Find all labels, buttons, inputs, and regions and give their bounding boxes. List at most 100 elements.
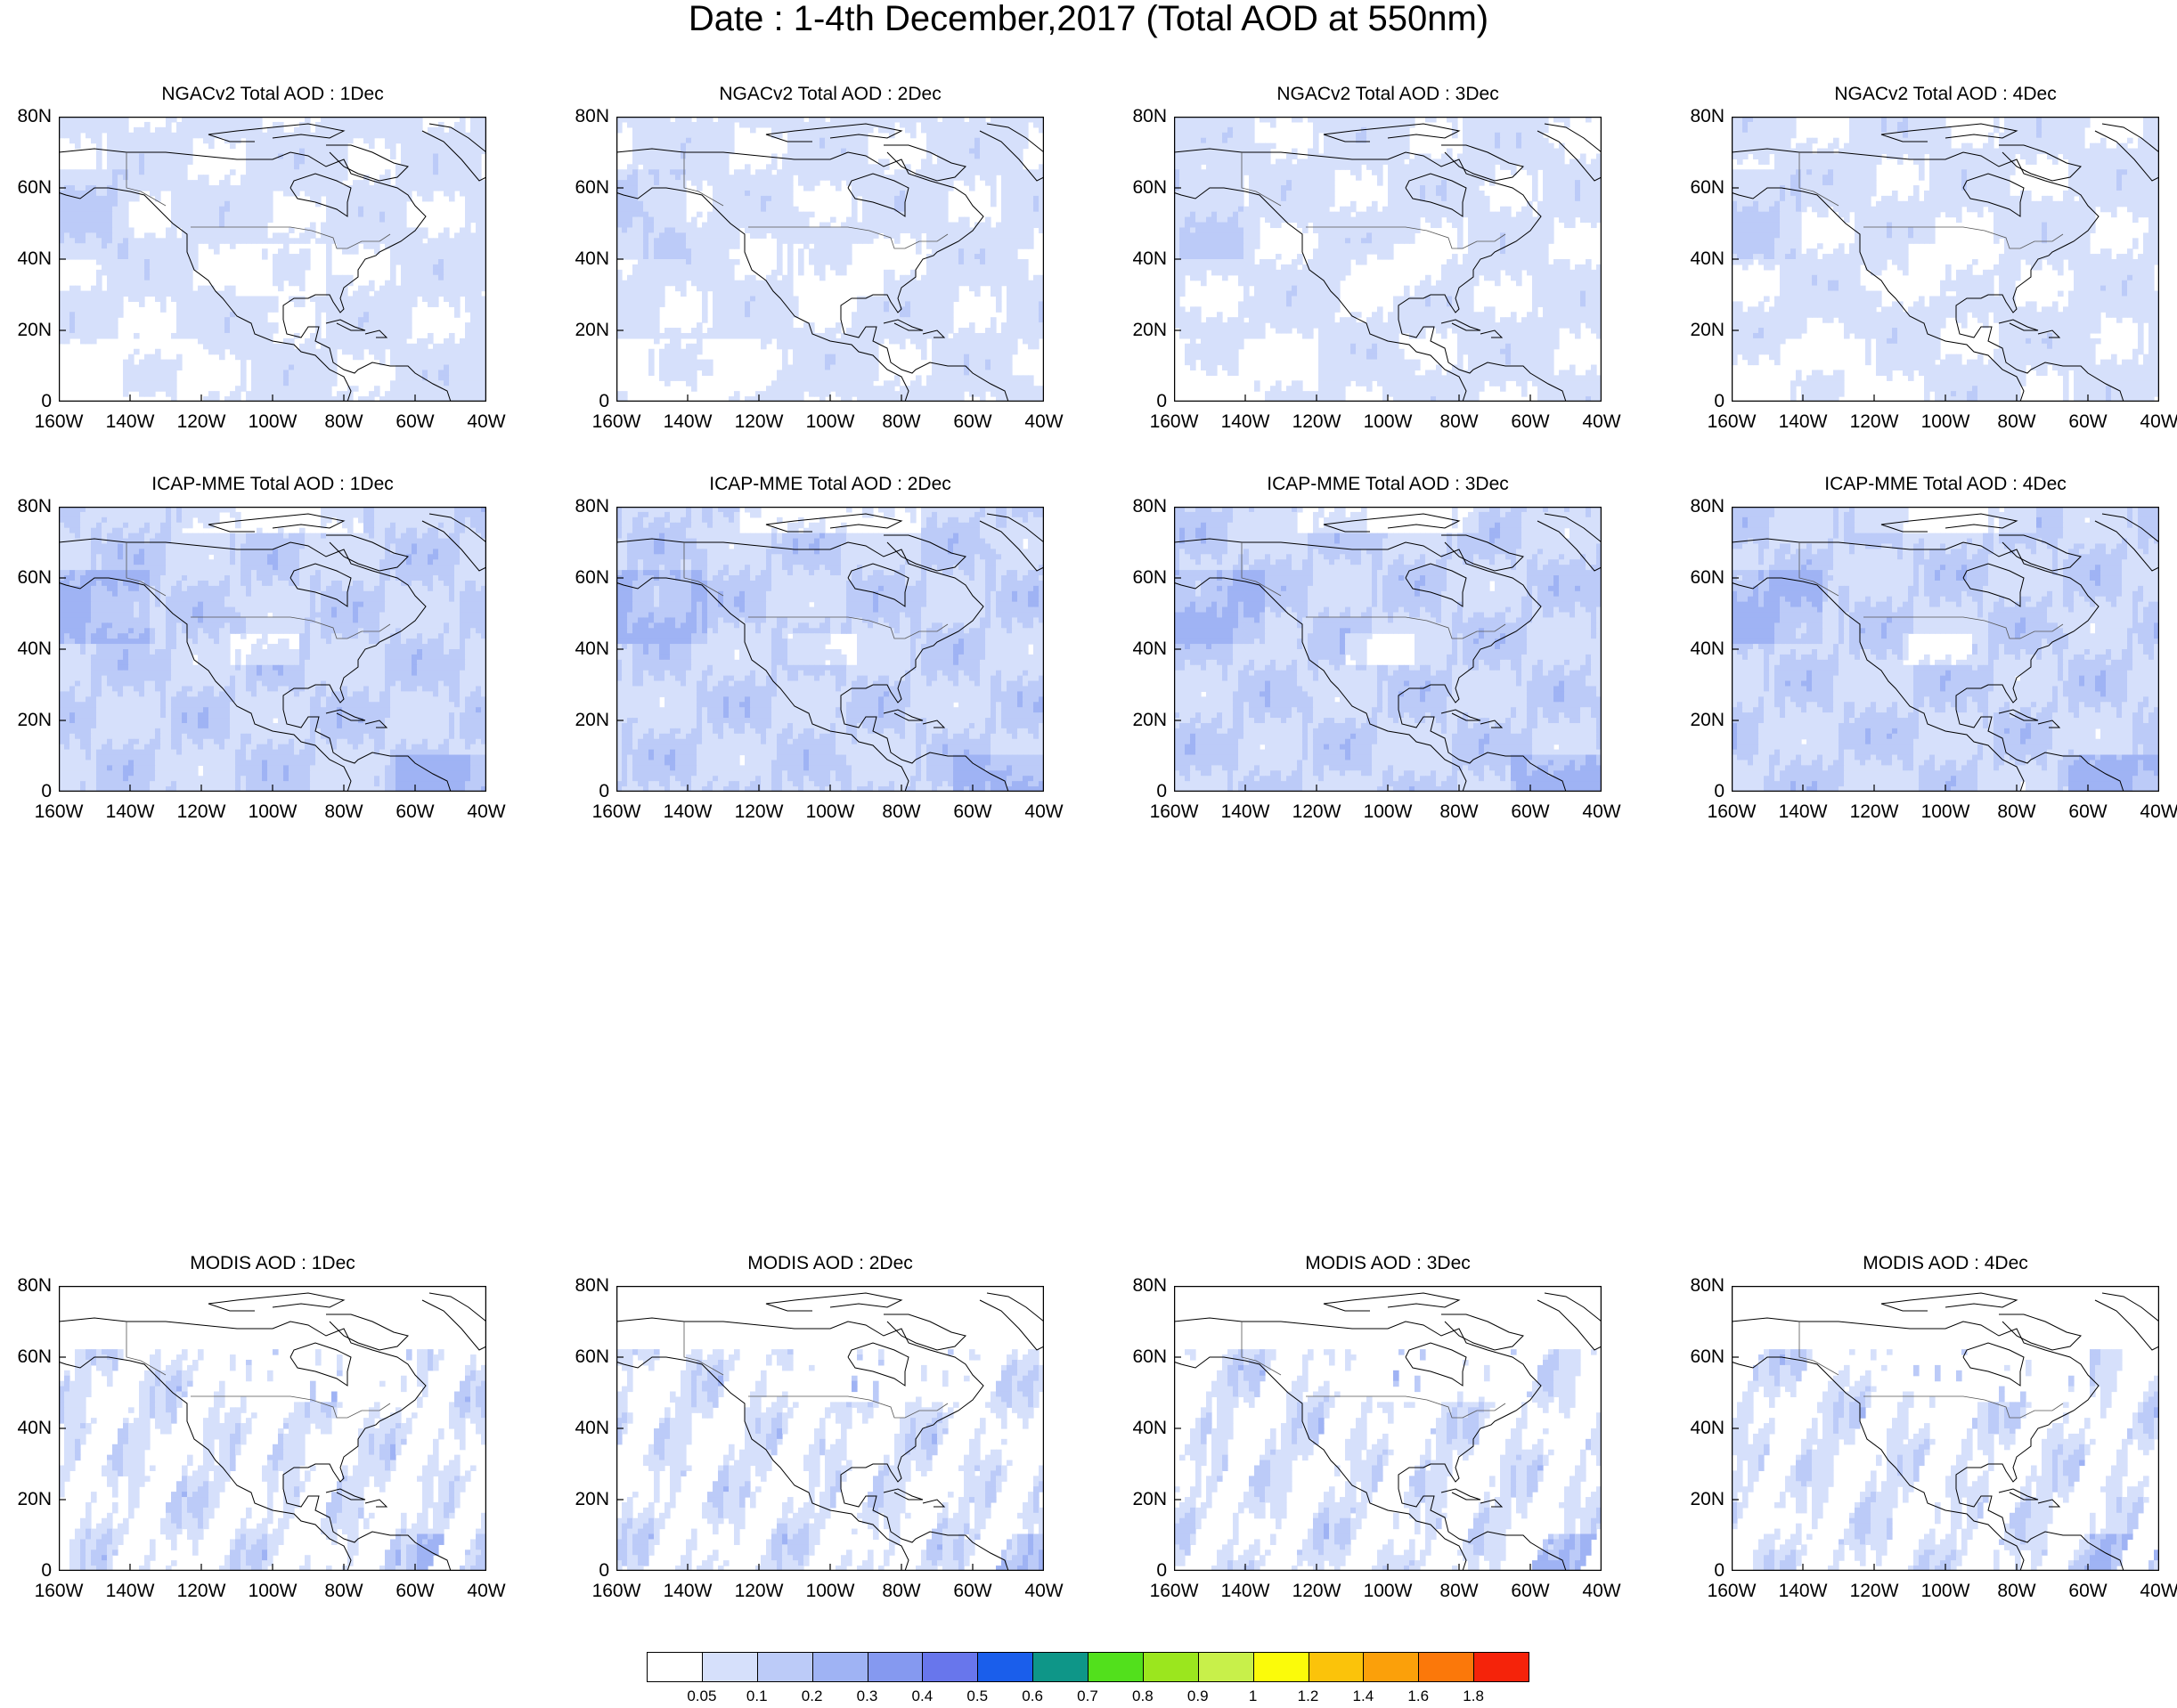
lat-tick-label: 20N [7,321,52,340]
lon-tick-label: 60W [384,412,446,432]
lon-tick-label: 140W [1214,412,1276,432]
panel-title: MODIS AOD : 1Dec [23,1253,522,1274]
figure-title: Date : 1-4th December,2017 (Total AOD at… [0,0,2177,45]
lon-tick-label: 60W [942,1582,1004,1601]
aod-field [59,507,486,792]
map-panel [59,117,486,402]
lon-tick-label: 160W [1143,1582,1205,1601]
lon-tick-label: 160W [585,412,648,432]
lat-tick-label: 60N [7,568,52,588]
aod-map [1732,117,2159,402]
aod-map [616,1286,1044,1571]
lon-tick-label: 60W [1499,412,1561,432]
lat-tick-label: 80N [1122,1276,1167,1296]
lon-tick-label: 80W [1985,412,2048,432]
lat-tick-label: 0 [565,1561,609,1581]
lon-tick-label: 80W [1428,1582,1490,1601]
lon-tick-label: 80W [1428,802,1490,822]
coastlines [59,513,486,792]
lon-tick-label: 120W [1285,802,1348,822]
lon-tick-label: 80W [1985,1582,2048,1601]
coastlines [1732,1292,2159,1571]
lat-tick-label: 20N [565,1490,609,1509]
panel-title: MODIS AOD : 3Dec [1138,1253,1637,1274]
lon-tick-label: 80W [1428,412,1490,432]
map-panel [1174,117,1602,402]
lon-tick-label: 120W [1285,1582,1348,1601]
lon-tick-label: 140W [656,802,719,822]
lon-tick-label: 100W [799,412,861,432]
lon-tick-label: 80W [870,412,933,432]
lon-tick-label: 100W [799,1582,861,1601]
map-panel [616,507,1044,792]
lon-tick-label: 40W [1013,1582,1075,1601]
lon-tick-label: 140W [656,1582,719,1601]
coastlines [1174,1292,1602,1571]
lat-tick-label: 0 [1122,1561,1167,1581]
colorbar-swatch [1418,1652,1475,1682]
lat-tick-label: 60N [7,178,52,198]
lon-tick-label: 40W [1013,412,1075,432]
lon-tick-label: 40W [2128,412,2177,432]
lon-tick-label: 120W [170,802,232,822]
lon-tick-label: 60W [942,802,1004,822]
lat-tick-label: 0 [1680,392,1724,411]
coastlines [1732,123,2159,402]
colorbar-label: 0.05 [675,1688,729,1704]
map-panel [616,1286,1044,1571]
panel-title: ICAP-MME Total AOD : 3Dec [1138,474,1637,495]
aod-field [59,117,486,402]
lon-tick-label: 120W [170,1582,232,1601]
lat-tick-label: 80N [7,1276,52,1296]
colorbar-swatch [1142,1652,1199,1682]
colorbar-label: 1 [1227,1688,1280,1704]
lat-tick-label: 40N [1122,249,1167,269]
lat-tick-label: 60N [1680,568,1724,588]
lat-tick-label: 20N [1680,1490,1724,1509]
lon-tick-label: 140W [1772,412,1834,432]
lat-tick-label: 0 [565,392,609,411]
aod-field [616,117,1044,402]
map-panel [1174,507,1602,792]
lon-tick-label: 160W [1143,412,1205,432]
lon-tick-label: 160W [1700,802,1763,822]
lon-tick-label: 160W [1700,1582,1763,1601]
lat-tick-label: 80N [565,497,609,516]
lon-tick-label: 120W [1843,802,1905,822]
map-panel [1732,117,2159,402]
colorbar-label: 1.2 [1282,1688,1335,1704]
aod-map [616,117,1044,402]
lat-tick-label: 40N [565,249,609,269]
lat-tick-label: 20N [7,1490,52,1509]
lon-tick-label: 40W [1013,802,1075,822]
lat-tick-label: 20N [1122,321,1167,340]
lon-tick-label: 60W [384,1582,446,1601]
lon-tick-label: 100W [241,802,304,822]
coastlines [59,123,486,402]
map-panel [59,507,486,792]
lat-tick-label: 60N [7,1347,52,1367]
colorbar-swatch [1032,1652,1088,1682]
colorbar-swatch [1363,1652,1420,1682]
colorbar-swatch [867,1652,924,1682]
lon-tick-label: 100W [1357,1582,1419,1601]
lat-tick-label: 0 [1122,392,1167,411]
coastlines [59,1292,486,1571]
lat-tick-label: 80N [565,1276,609,1296]
lon-tick-label: 40W [455,412,518,432]
aod-map [1732,507,2159,792]
lat-tick-label: 40N [7,249,52,269]
lon-tick-label: 140W [1772,802,1834,822]
colorbar-label: 0.1 [730,1688,784,1704]
lat-tick-label: 20N [1122,711,1167,730]
aod-field [1174,1349,1602,1571]
lon-tick-label: 100W [241,1582,304,1601]
lon-tick-label: 60W [2057,1582,2119,1601]
colorbar-swatch [1252,1652,1309,1682]
lon-tick-label: 160W [28,1582,90,1601]
lon-tick-label: 100W [1357,802,1419,822]
lat-tick-label: 60N [1122,178,1167,198]
lat-tick-label: 20N [7,711,52,730]
lon-tick-label: 140W [1214,1582,1276,1601]
lat-tick-label: 0 [565,782,609,801]
